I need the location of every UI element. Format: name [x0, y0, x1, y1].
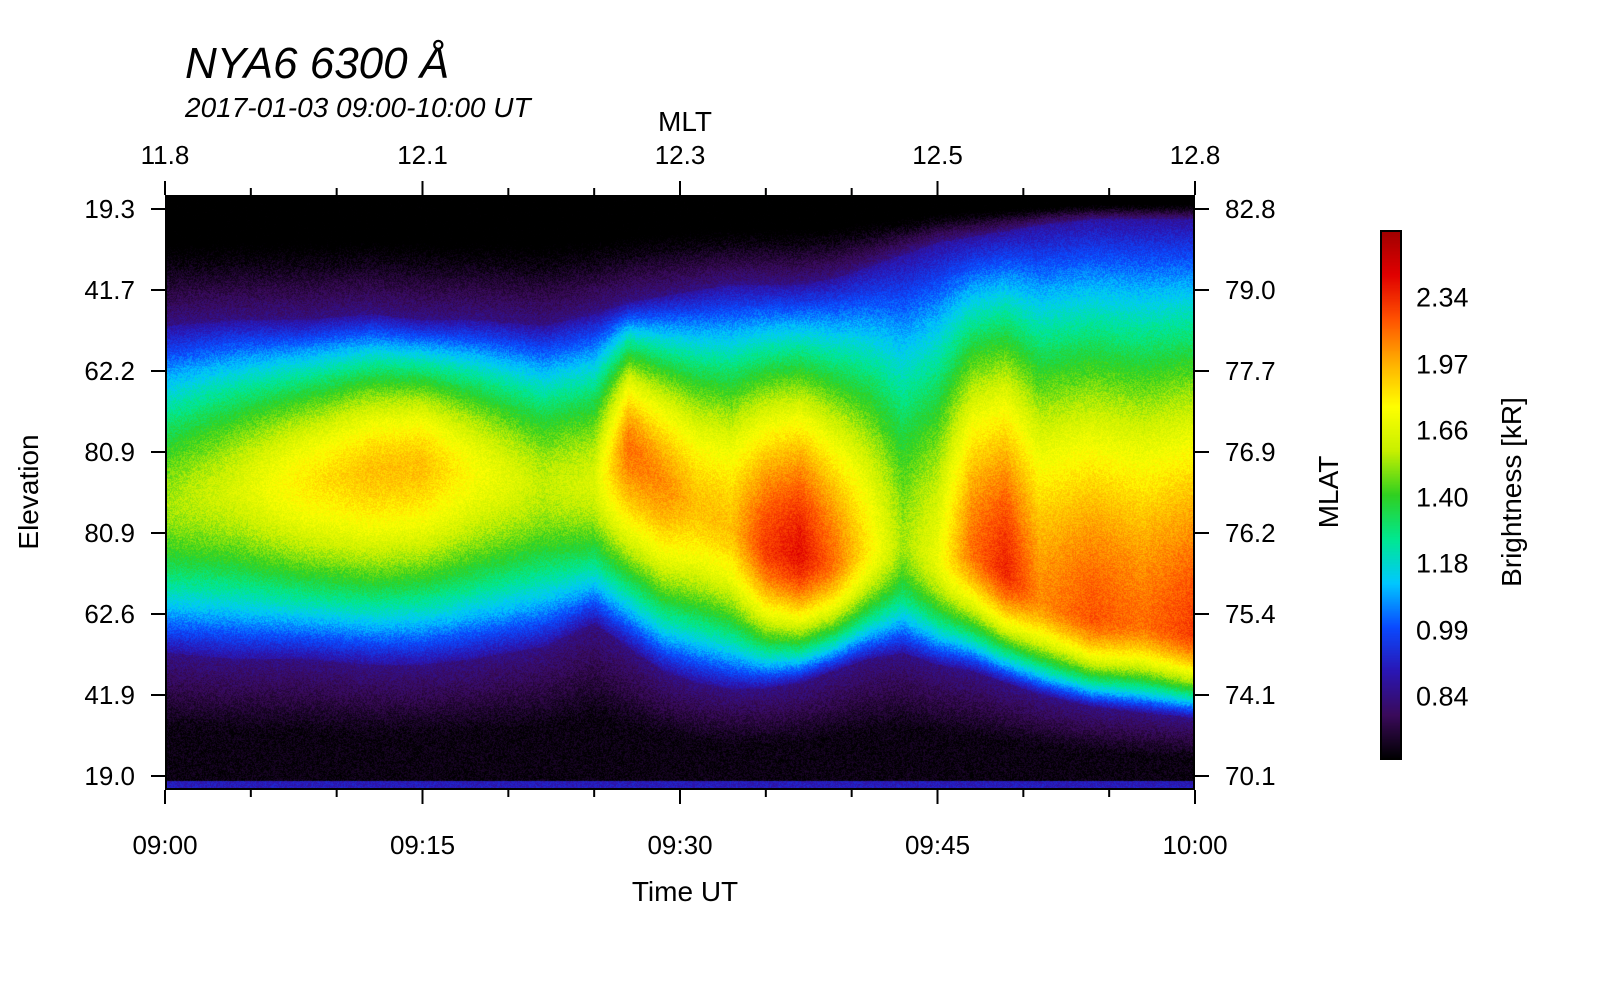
y-tick-label: 62.6 [84, 599, 135, 629]
colorbar-tick-label: 1.18 [1416, 548, 1469, 579]
x-tick-label: 09:45 [904, 830, 971, 860]
y-tick-label: 19.0 [84, 761, 135, 791]
x-tick-label: 09:30 [647, 830, 713, 860]
x-tick-label: 09:00 [132, 830, 198, 860]
right-tick-label: 76.2 [1225, 518, 1276, 548]
colorbar-tick-label: 0.84 [1416, 681, 1469, 712]
top-tick-label: 12.3 [654, 140, 706, 170]
x-axis-title: Time UT [631, 876, 739, 907]
right-tick-label: 75.4 [1225, 599, 1276, 629]
colorbar-title: Brightness [kR] [1496, 397, 1527, 587]
colorbar [1380, 230, 1402, 760]
colorbar-gradient [1380, 230, 1402, 760]
y-tick-label: 19.3 [84, 194, 135, 224]
top-axis-title: MLT [658, 106, 712, 137]
plot-frame [165, 195, 1195, 790]
colorbar-tick-label: 1.40 [1416, 482, 1469, 512]
right-tick-label: 79.0 [1225, 275, 1276, 305]
y-axis-title: Elevation [13, 434, 44, 550]
colorbar-tick-label: 0.99 [1416, 615, 1469, 645]
right-tick-label: 82.8 [1225, 194, 1276, 224]
colorbar-tick-label: 2.34 [1416, 282, 1469, 313]
right-tick-label: 74.1 [1225, 680, 1276, 710]
heatmap-image [165, 195, 1195, 790]
y-tick-label: 80.9 [84, 437, 135, 467]
x-tick-label: 10:00 [1162, 830, 1228, 860]
top-tick-label: 12.5 [912, 140, 963, 170]
chart-subtitle: 2017-01-03 09:00-10:00 UT [185, 92, 531, 123]
plot-area [165, 195, 1195, 790]
y-tick-label: 41.9 [84, 680, 135, 710]
chart-title: NYA6 6300 Å [185, 39, 450, 88]
right-tick-label: 77.7 [1225, 356, 1276, 386]
top-tick-label: 11.8 [140, 140, 190, 170]
y-tick-label: 62.2 [84, 356, 135, 386]
colorbar-tick-label: 1.97 [1416, 349, 1469, 379]
right-tick-label: 70.1 [1225, 761, 1276, 791]
top-tick-label: 12.8 [1169, 140, 1221, 170]
x-tick-label: 09:15 [389, 830, 456, 860]
right-tick-label: 76.9 [1225, 437, 1276, 467]
colorbar-tick-label: 1.66 [1416, 415, 1469, 446]
right-axis-title: MLAT [1313, 455, 1344, 529]
y-tick-label: 80.9 [84, 518, 135, 548]
y-tick-label: 41.7 [84, 275, 135, 305]
top-tick-label: 12.1 [397, 140, 448, 170]
